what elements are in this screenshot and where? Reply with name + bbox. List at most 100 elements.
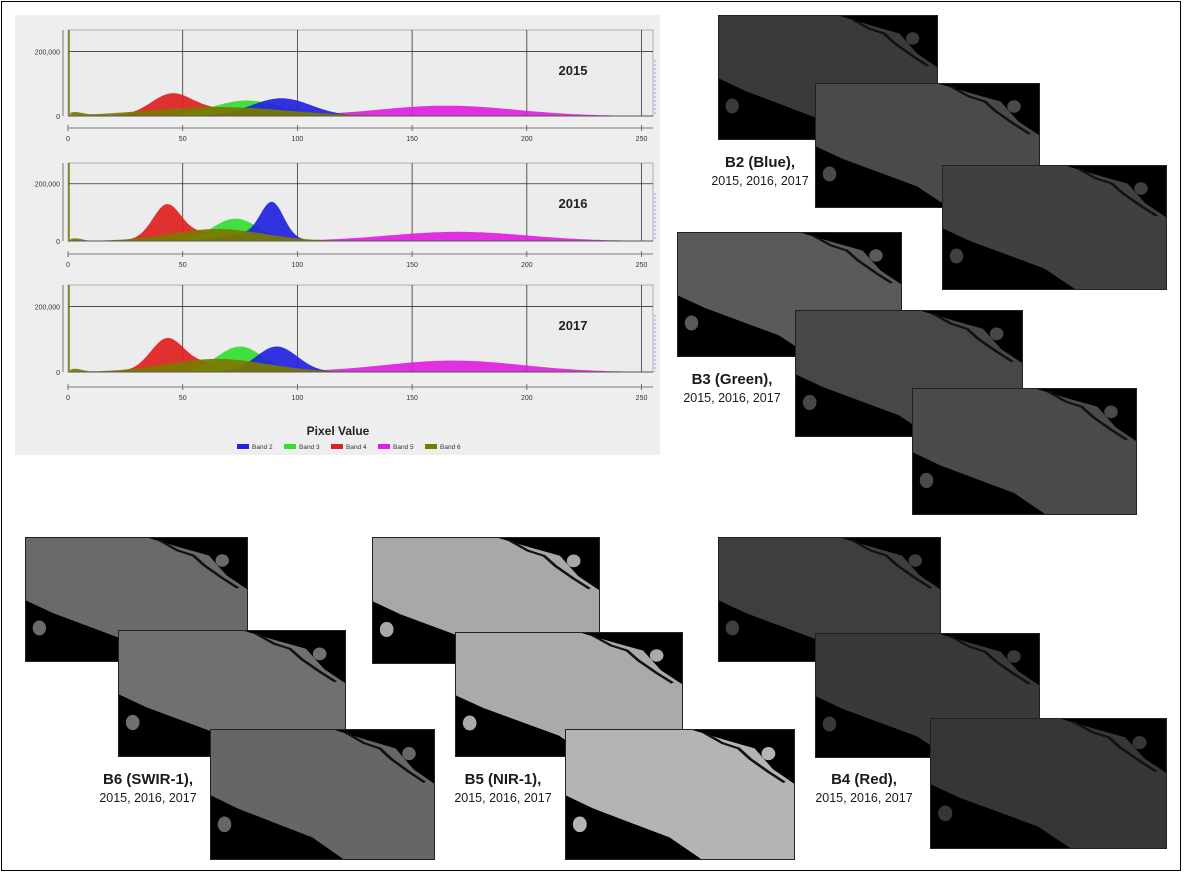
- island: [725, 98, 739, 114]
- hist-y-tick-label-2016-200000: 200,000: [35, 182, 60, 189]
- legend-swatch-band-6: [425, 444, 437, 449]
- land-area: [931, 719, 1166, 848]
- hist-x-tick-label-2017-50: 50: [179, 395, 187, 402]
- satellite-image-swir-2-land: [119, 631, 345, 756]
- hist-x-tick-label-2015-50: 50: [179, 136, 187, 143]
- island: [1007, 100, 1021, 113]
- caption-green-band: B3 (Green),: [691, 371, 773, 388]
- caption-green: B3 (Green), 2015, 2016, 2017: [672, 370, 792, 406]
- river-line: [811, 234, 894, 284]
- legend-label-band-2: Band 2: [252, 444, 273, 451]
- caption-nir: B5 (NIR-1), 2015, 2016, 2017: [443, 770, 563, 806]
- hist-x-tick-label-2015-100: 100: [292, 136, 304, 143]
- island: [908, 554, 922, 567]
- satellite-image-red-3-land: [931, 719, 1166, 848]
- hist-x-tick-label-2017-0: 0: [66, 395, 70, 402]
- river-line: [949, 635, 1032, 685]
- satellite-image-green-3: [912, 388, 1137, 515]
- caption-blue: B2 (Blue), 2015, 2016, 2017: [700, 153, 820, 189]
- legend-label-band-6: Band 6: [440, 444, 461, 451]
- caption-red: B4 (Red), 2015, 2016, 2017: [804, 770, 924, 806]
- land-area: [211, 730, 434, 859]
- satellite-image-nir-3: [565, 729, 795, 860]
- hist-y-tick-label-2016-0: 0: [56, 239, 60, 246]
- island: [215, 554, 229, 567]
- hist-series-band-6-2015: [70, 107, 647, 116]
- histogram-chart: 0 50 100 150 200 250 0 200,000 2015 0 50 100 150 200 2…: [35, 29, 656, 451]
- hist-x-tick-label-2017-150: 150: [406, 395, 418, 402]
- island: [919, 472, 934, 489]
- river-line: [849, 17, 930, 67]
- satellite-image-nir-3-land: [566, 730, 794, 859]
- river-line: [344, 731, 427, 784]
- island: [938, 805, 953, 822]
- histogram-panel: 0 50 100 150 200 250 0 200,000 2015 0 50 100 150 200 2…: [15, 15, 660, 455]
- hist-x-tick-label-2017-250: 250: [636, 395, 648, 402]
- river-line: [591, 634, 674, 684]
- land-area: [119, 631, 345, 756]
- hist-series-band-4-2016: [70, 204, 647, 241]
- satellite-image-swir-3-land: [211, 730, 434, 859]
- river-line: [1071, 720, 1158, 773]
- island: [869, 249, 883, 262]
- hist-x-tick-label-2017-200: 200: [521, 395, 533, 402]
- island: [1134, 182, 1148, 195]
- island: [949, 248, 964, 264]
- caption-blue-years: 2015, 2016, 2017: [711, 173, 809, 188]
- satellite-image-nir-2-land: [456, 633, 682, 756]
- satellite-image-green-3-land: [913, 389, 1136, 514]
- caption-nir-band: B5 (NIR-1),: [464, 771, 542, 788]
- river-line: [158, 539, 240, 589]
- river-line: [851, 539, 933, 589]
- island: [1104, 405, 1118, 419]
- hist-year-label-2017: 2017: [559, 318, 588, 333]
- island: [566, 554, 581, 568]
- hist-series-band-5-2015: [70, 105, 647, 116]
- island: [761, 747, 776, 761]
- legend-label-band-4: Band 4: [346, 444, 367, 451]
- river-line: [949, 85, 1032, 135]
- river-line: [702, 731, 786, 784]
- land-area: [913, 389, 1136, 514]
- island: [906, 32, 920, 45]
- island: [1132, 736, 1147, 750]
- caption-green-years: 2015, 2016, 2017: [683, 390, 781, 405]
- satellite-image-red-3: [930, 718, 1167, 849]
- satellite-image-swir-3: [210, 729, 435, 860]
- land-area: [456, 633, 682, 756]
- island: [989, 327, 1004, 341]
- island: [822, 716, 837, 732]
- island: [725, 620, 740, 636]
- island: [1007, 650, 1021, 663]
- hist-series-band-6-2016: [70, 229, 647, 241]
- caption-swir-band: B6 (SWIR-1),: [103, 771, 193, 788]
- hist-x-tick-label-2015-200: 200: [521, 136, 533, 143]
- hist-year-label-2015: 2015: [559, 63, 588, 78]
- legend-swatch-band-4: [331, 444, 343, 449]
- hist-x-tick-label-2015-0: 0: [66, 136, 70, 143]
- river-line: [931, 312, 1014, 363]
- caption-nir-years: 2015, 2016, 2017: [454, 790, 552, 805]
- river-line: [1076, 167, 1159, 217]
- land-area: [373, 538, 599, 663]
- hist-y-tick-label-2017-0: 0: [56, 370, 60, 377]
- island: [379, 621, 394, 638]
- caption-red-band: B4 (Red),: [831, 771, 897, 788]
- satellite-image-nir-1-land: [373, 538, 599, 663]
- island: [462, 715, 477, 731]
- island: [684, 315, 699, 331]
- island: [32, 620, 47, 636]
- legend-swatch-band-3: [284, 444, 296, 449]
- hist-y-tick-label-2015-200000: 200,000: [35, 49, 60, 56]
- caption-swir: B6 (SWIR-1), 2015, 2016, 2017: [88, 770, 208, 806]
- legend-label-band-5: Band 5: [393, 444, 414, 451]
- land-area: [943, 166, 1166, 289]
- island: [822, 166, 837, 182]
- satellite-image-blue-3: [942, 165, 1167, 290]
- island: [802, 394, 817, 411]
- hist-x-tick-label-2016-100: 100: [292, 262, 304, 269]
- hist-x-tick-label-2016-250: 250: [636, 262, 648, 269]
- hist-year-label-2016: 2016: [559, 196, 588, 211]
- hist-x-tick-label-2016-200: 200: [521, 262, 533, 269]
